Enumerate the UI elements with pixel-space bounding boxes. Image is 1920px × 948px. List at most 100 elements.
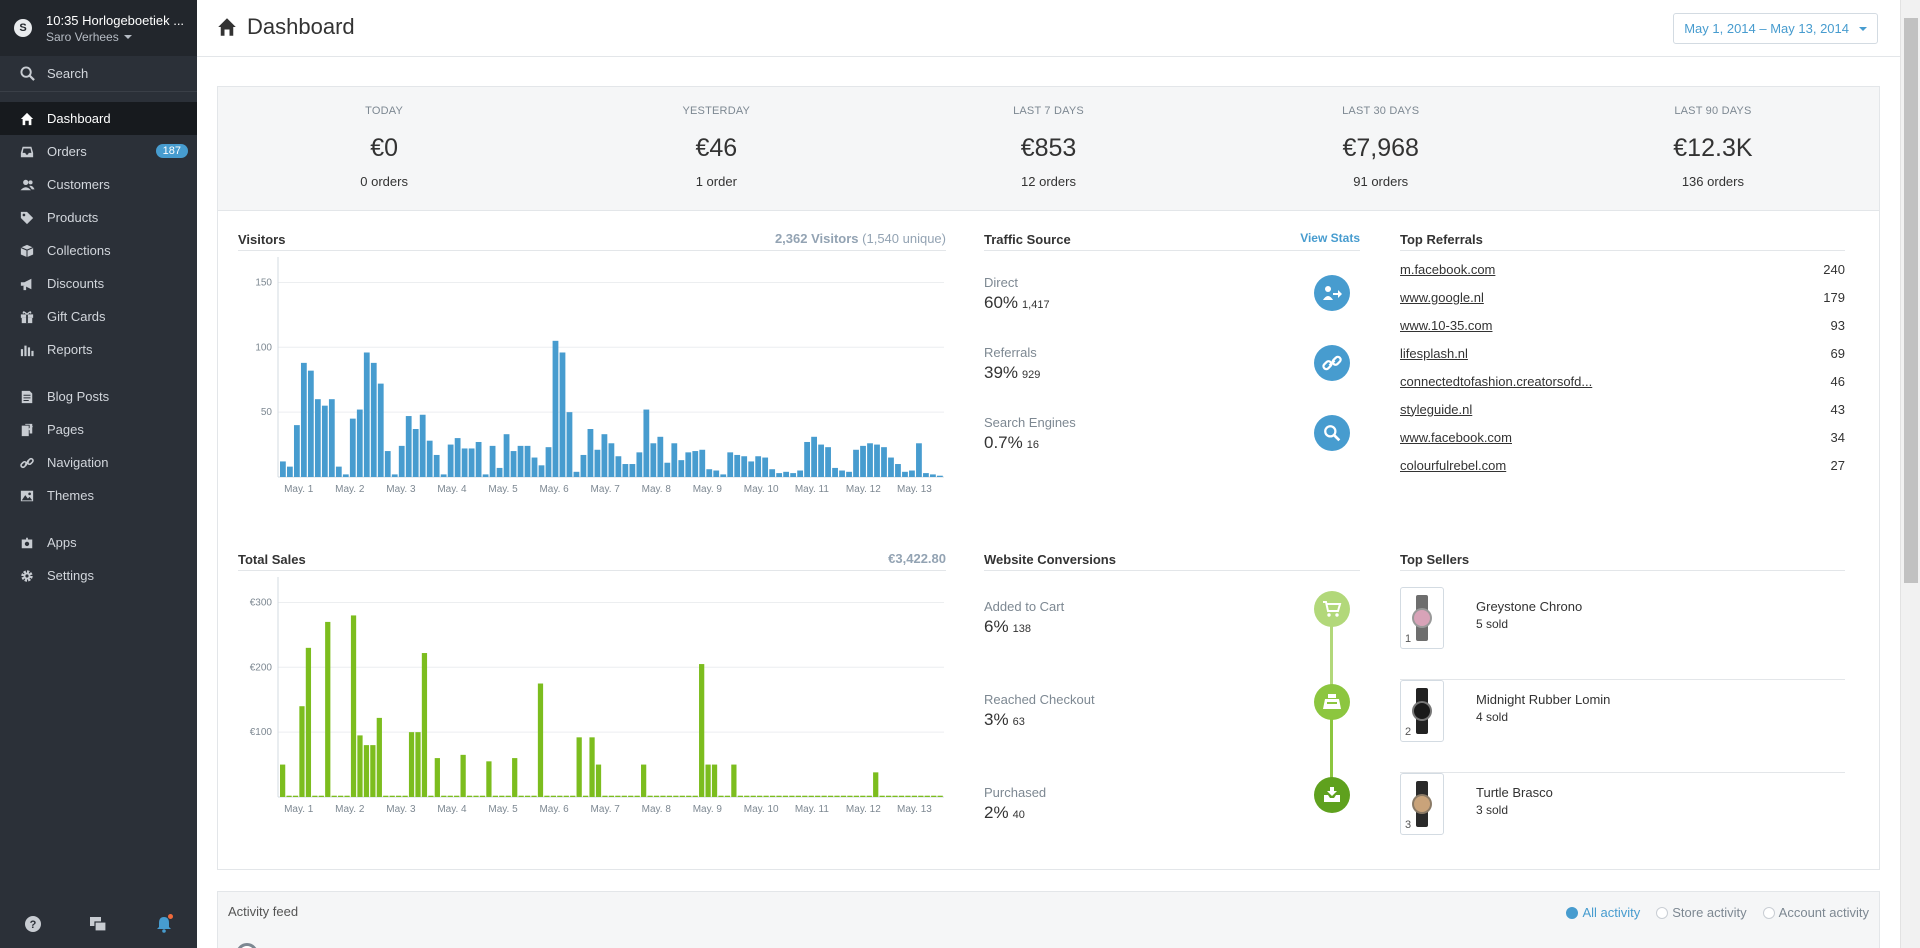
visitors-bar[interactable] [321, 405, 328, 477]
sales-bar[interactable] [615, 795, 621, 797]
visitors-bar[interactable] [881, 447, 887, 477]
sales-bar[interactable] [808, 795, 814, 797]
sales-bar[interactable] [312, 795, 318, 797]
sales-bar[interactable] [847, 795, 853, 797]
date-range-picker[interactable]: May 1, 2014 – May 13, 2014 [1673, 13, 1878, 44]
sales-bar[interactable] [363, 745, 370, 797]
visitors-bar[interactable] [426, 440, 433, 477]
sales-bar[interactable] [447, 795, 453, 797]
visitors-bar[interactable] [524, 445, 531, 477]
visitors-bar[interactable] [370, 362, 377, 477]
visitors-bar[interactable] [314, 399, 321, 477]
visitors-bar[interactable] [475, 441, 482, 477]
visitors-bar[interactable] [860, 445, 866, 477]
visitors-bar[interactable] [853, 449, 859, 477]
visitors-bar[interactable] [769, 469, 776, 477]
sales-bar[interactable] [512, 758, 518, 797]
sales-bar[interactable] [744, 795, 750, 797]
visitors-bar[interactable] [832, 467, 838, 477]
sidebar-item-products[interactable]: Products [0, 201, 197, 234]
visitors-bar[interactable] [363, 352, 370, 477]
sales-bar[interactable] [724, 795, 731, 797]
visitors-bar[interactable] [447, 444, 454, 477]
sales-bar[interactable] [357, 735, 363, 797]
sales-bar[interactable] [918, 795, 924, 797]
referral-link[interactable]: styleguide.nl [1400, 401, 1473, 417]
sales-bar[interactable] [705, 764, 711, 797]
sales-bar[interactable] [466, 795, 473, 797]
visitors-bar[interactable] [503, 434, 510, 477]
sidebar-item-settings[interactable]: Settings [0, 559, 197, 592]
visitors-bar[interactable] [657, 436, 664, 477]
visitors-bar[interactable] [419, 414, 426, 477]
visitors-bar[interactable] [566, 412, 573, 477]
sidebar-search[interactable]: Search [0, 56, 197, 92]
sales-bar[interactable] [576, 737, 582, 797]
visitors-bar[interactable] [825, 447, 831, 477]
referral-link[interactable]: lifesplash.nl [1400, 345, 1468, 361]
visitors-bar[interactable] [846, 471, 852, 477]
referral-link[interactable]: colourfulrebel.com [1400, 457, 1507, 473]
sales-bar[interactable] [737, 795, 743, 797]
product-thumbnail[interactable]: 2 [1400, 680, 1444, 742]
view-stats-link[interactable]: View Stats [1300, 231, 1360, 245]
visitors-bar[interactable] [559, 352, 566, 477]
sales-bar[interactable] [486, 761, 492, 797]
sidebar-item-orders[interactable]: Orders 187 [0, 135, 197, 168]
sales-bar[interactable] [647, 795, 653, 797]
sales-bar[interactable] [628, 795, 634, 797]
visitors-bar[interactable] [916, 443, 922, 477]
visitors-bar[interactable] [923, 473, 929, 477]
visitors-bar[interactable] [440, 474, 447, 477]
sidebar-item-gift-cards[interactable]: Gift Cards [0, 300, 197, 333]
sales-bar[interactable] [853, 795, 859, 797]
visitors-bar[interactable] [433, 454, 440, 477]
visitors-bar[interactable] [734, 454, 741, 477]
visitors-bar[interactable] [580, 454, 587, 477]
visitors-bar[interactable] [356, 409, 363, 477]
sales-bar[interactable] [415, 732, 421, 797]
sales-bar[interactable] [441, 795, 447, 797]
sales-bar[interactable] [350, 615, 357, 797]
sales-bar[interactable] [589, 737, 595, 797]
visitors-bar[interactable] [727, 452, 734, 477]
visitors-bar[interactable] [384, 451, 391, 477]
sales-bar[interactable] [750, 795, 756, 797]
product-thumbnail[interactable]: 1 [1400, 587, 1444, 649]
sales-bar[interactable] [499, 795, 505, 797]
page-scrollbar[interactable] [1900, 0, 1920, 948]
sales-bar[interactable] [763, 795, 769, 797]
visitors-bar[interactable] [839, 470, 845, 477]
sales-bar[interactable] [338, 795, 344, 797]
sales-bar[interactable] [757, 795, 763, 797]
sales-bar[interactable] [383, 795, 389, 797]
sales-bar[interactable] [299, 706, 305, 797]
visitors-bar[interactable] [636, 452, 643, 477]
sales-bar[interactable] [892, 795, 898, 797]
sales-bar[interactable] [344, 795, 350, 797]
store-switcher[interactable]: S 10:35 Horlogeboetiek ... Saro Verhees [0, 0, 197, 56]
visitors-bar[interactable] [328, 399, 335, 477]
sidebar-item-discounts[interactable]: Discounts [0, 267, 197, 300]
visitors-bar[interactable] [755, 456, 762, 477]
visitors-bar[interactable] [867, 443, 873, 477]
visitors-bar[interactable] [454, 438, 461, 477]
sales-bar[interactable] [537, 683, 544, 797]
seller-item[interactable]: 2 Midnight Rubber Lomin 4 sold [1400, 680, 1845, 773]
sales-bar[interactable] [666, 795, 673, 797]
visitors-bar[interactable] [573, 471, 580, 477]
sales-bar[interactable] [544, 795, 550, 797]
visitors-bar[interactable] [930, 474, 936, 477]
visitors-bar[interactable] [293, 425, 300, 477]
visitors-bar[interactable] [643, 409, 650, 477]
sales-bar[interactable] [840, 795, 847, 797]
sales-bar[interactable] [280, 764, 286, 797]
sales-bar[interactable] [827, 795, 834, 797]
seller-item[interactable]: 3 Turtle Brasco 3 sold [1400, 773, 1845, 866]
visitors-bar[interactable] [496, 467, 503, 477]
sales-bar[interactable] [460, 754, 466, 797]
sidebar-item-pages[interactable]: Pages [0, 413, 197, 446]
sales-bar[interactable] [653, 795, 660, 797]
visitors-bar[interactable] [300, 362, 307, 477]
referral-link[interactable]: m.facebook.com [1400, 261, 1496, 277]
